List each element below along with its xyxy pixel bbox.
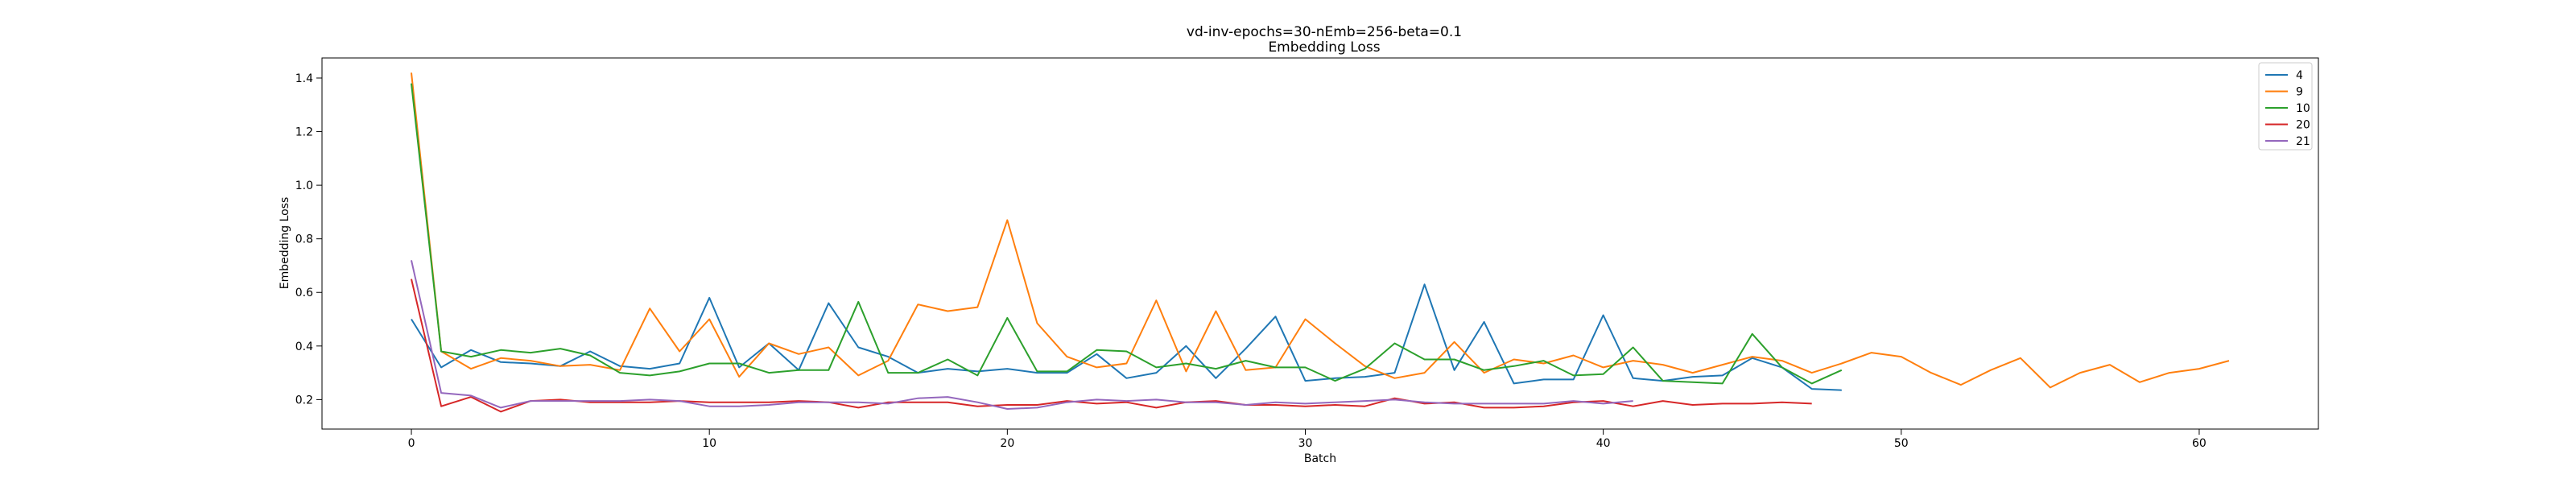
y-axis-ticks: 0.2 0.4 0.6 0.8 1.0 1.2 1.4 bbox=[295, 72, 322, 407]
y-axis-label: Embedding Loss bbox=[279, 197, 291, 290]
legend-label-10: 10 bbox=[2296, 102, 2310, 115]
plot-area-frame bbox=[321, 57, 2319, 430]
series-layer bbox=[411, 72, 2230, 413]
series-line-10 bbox=[411, 83, 1843, 385]
legend: 4 9 10 20 21 bbox=[2258, 62, 2313, 151]
series-line-9 bbox=[411, 72, 2230, 389]
legend-box bbox=[2258, 62, 2313, 151]
legend-label-21: 21 bbox=[2296, 135, 2310, 148]
chart-title: vd-inv-epochs=30-nEmb=256-beta=0.1 bbox=[1187, 24, 1462, 40]
legend-label-4: 4 bbox=[2296, 69, 2303, 82]
x-axis-ticks: 0 10 20 30 40 50 60 bbox=[408, 429, 2207, 450]
series-line-20 bbox=[411, 279, 1812, 413]
x-tick-label: 0 bbox=[408, 437, 415, 450]
y-tick-label: 0.2 bbox=[295, 394, 313, 407]
y-tick-label: 1.2 bbox=[295, 126, 313, 139]
series-line-21 bbox=[411, 260, 1633, 410]
y-tick-label: 0.8 bbox=[295, 233, 313, 246]
x-tick-label: 10 bbox=[702, 437, 716, 450]
y-tick-label: 1.4 bbox=[295, 72, 313, 85]
x-tick-label: 40 bbox=[1596, 437, 1611, 450]
x-tick-label: 50 bbox=[1894, 437, 1909, 450]
y-tick-label: 0.6 bbox=[295, 287, 313, 299]
legend-label-20: 20 bbox=[2296, 119, 2310, 132]
y-tick-label: 1.0 bbox=[295, 180, 313, 192]
x-tick-label: 60 bbox=[2192, 437, 2207, 450]
x-axis-label: Batch bbox=[1304, 452, 1336, 465]
x-tick-label: 30 bbox=[1298, 437, 1313, 450]
x-tick-label: 20 bbox=[1000, 437, 1014, 450]
y-tick-label: 0.4 bbox=[295, 341, 313, 353]
legend-label-9: 9 bbox=[2296, 86, 2303, 99]
chart-subtitle: Embedding Loss bbox=[1268, 39, 1380, 56]
series-line-4 bbox=[411, 283, 1842, 391]
